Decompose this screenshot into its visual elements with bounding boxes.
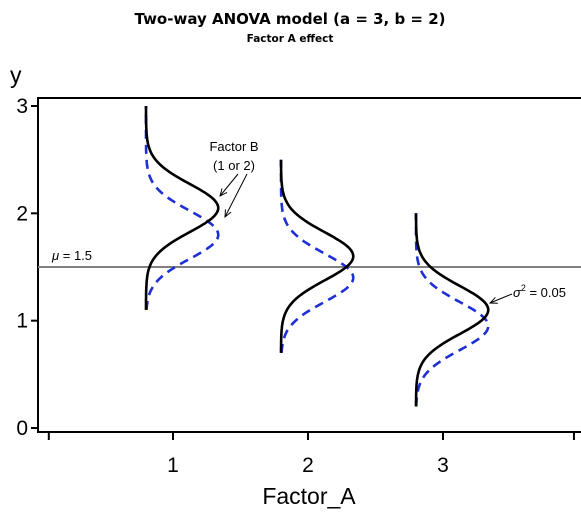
y-tick-label: 3	[16, 95, 28, 118]
x-tick-label: 1	[167, 454, 179, 477]
chart-subtitle: Factor A effect	[247, 33, 334, 45]
x-axis-label: Factor_A	[262, 483, 356, 509]
y-axis-label: y	[10, 62, 22, 88]
mu-label: μ = 1.5	[51, 248, 92, 263]
density-curve-a3-b2	[414, 213, 490, 407]
density-curve-a3-b1	[414, 213, 490, 407]
density-curve-a1-b1	[144, 106, 220, 310]
variance-label: σ2 = 0.05	[513, 283, 566, 300]
plot-area: 0 1 2 3 1 2 3 μ = 1.5 Factor B (1 or 2) σ2 = 0.05	[16, 95, 581, 477]
variance-arrow	[490, 293, 513, 303]
x-tick-label: 2	[302, 454, 314, 477]
x-tick-label: 3	[437, 454, 449, 477]
density-curve-a2-b1	[279, 159, 355, 353]
factor-b-label: Factor B	[209, 139, 258, 154]
y-tick-label: 2	[16, 202, 28, 225]
factor-b-level-label: (1 or 2)	[213, 158, 255, 173]
y-tick-label: 0	[16, 417, 28, 440]
factor-b-arrow-2	[225, 173, 248, 217]
chart-title: Two-way ANOVA model (a = 3, b = 2)	[134, 10, 445, 28]
density-curve-a2-b2	[279, 159, 355, 354]
plot-frame	[37, 97, 581, 433]
density-curve-a1-b2	[144, 106, 220, 311]
factor-b-arrow-1	[220, 173, 239, 196]
y-tick-label: 1	[16, 310, 28, 333]
